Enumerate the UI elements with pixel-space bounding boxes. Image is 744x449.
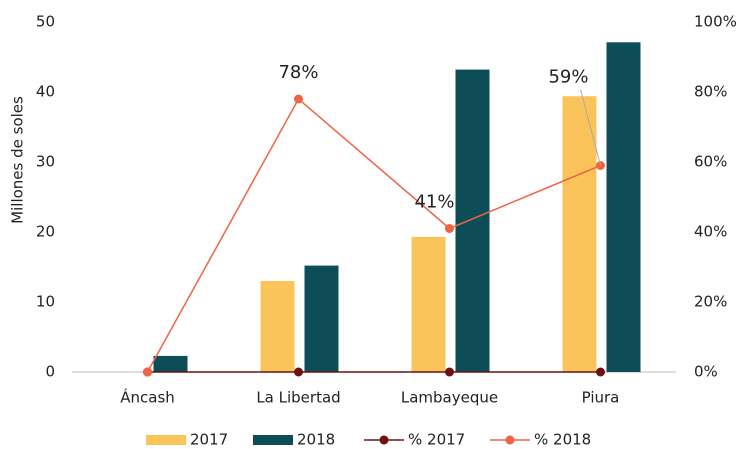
y-tick-label: 20 xyxy=(36,223,55,241)
y2-tick-label: 0% xyxy=(694,363,718,381)
legend-label: 2018 xyxy=(297,431,335,449)
y-tick-label: 40 xyxy=(36,83,55,101)
y-tick-label: 0 xyxy=(45,363,55,381)
y-tick-label: 10 xyxy=(36,293,55,311)
y2-tick-label: 80% xyxy=(694,83,727,101)
point xyxy=(143,367,152,377)
point xyxy=(445,367,454,377)
bar xyxy=(411,236,446,372)
point xyxy=(445,224,454,233)
legend-swatch xyxy=(505,435,515,445)
y-tick-label: 50 xyxy=(36,13,55,31)
legend-label: % 2017 xyxy=(408,431,465,449)
y2-tick-label: 60% xyxy=(694,153,727,171)
leader-line xyxy=(580,89,601,166)
x-tick-label: Lambayeque xyxy=(401,389,498,407)
legend-label: 2017 xyxy=(190,431,228,449)
data-label: 59% xyxy=(548,67,588,88)
line xyxy=(146,97,601,373)
point xyxy=(294,367,303,377)
x-tick-label: Piura xyxy=(582,389,620,407)
legend-label: % 2018 xyxy=(534,431,591,449)
data-label: 78% xyxy=(278,62,318,83)
x-tick-label: La Libertad xyxy=(256,389,340,407)
y-tick-label: 30 xyxy=(36,153,55,171)
point xyxy=(294,94,303,104)
x-tick-label: Áncash xyxy=(120,388,175,407)
y2-tick-label: 20% xyxy=(694,293,727,311)
bar xyxy=(260,281,295,372)
bar xyxy=(562,96,597,372)
bar xyxy=(606,42,641,373)
y2-tick-label: 100% xyxy=(694,13,737,31)
bar xyxy=(455,69,490,372)
legend-swatch xyxy=(253,435,293,445)
data-label: 41% xyxy=(414,192,454,213)
legend-swatch xyxy=(379,435,389,445)
point xyxy=(596,367,605,377)
y-axis-label: Millones de soles xyxy=(9,96,27,224)
bar xyxy=(304,265,339,372)
bar xyxy=(153,355,188,372)
legend-swatch xyxy=(146,435,186,445)
y2-tick-label: 40% xyxy=(694,223,727,241)
